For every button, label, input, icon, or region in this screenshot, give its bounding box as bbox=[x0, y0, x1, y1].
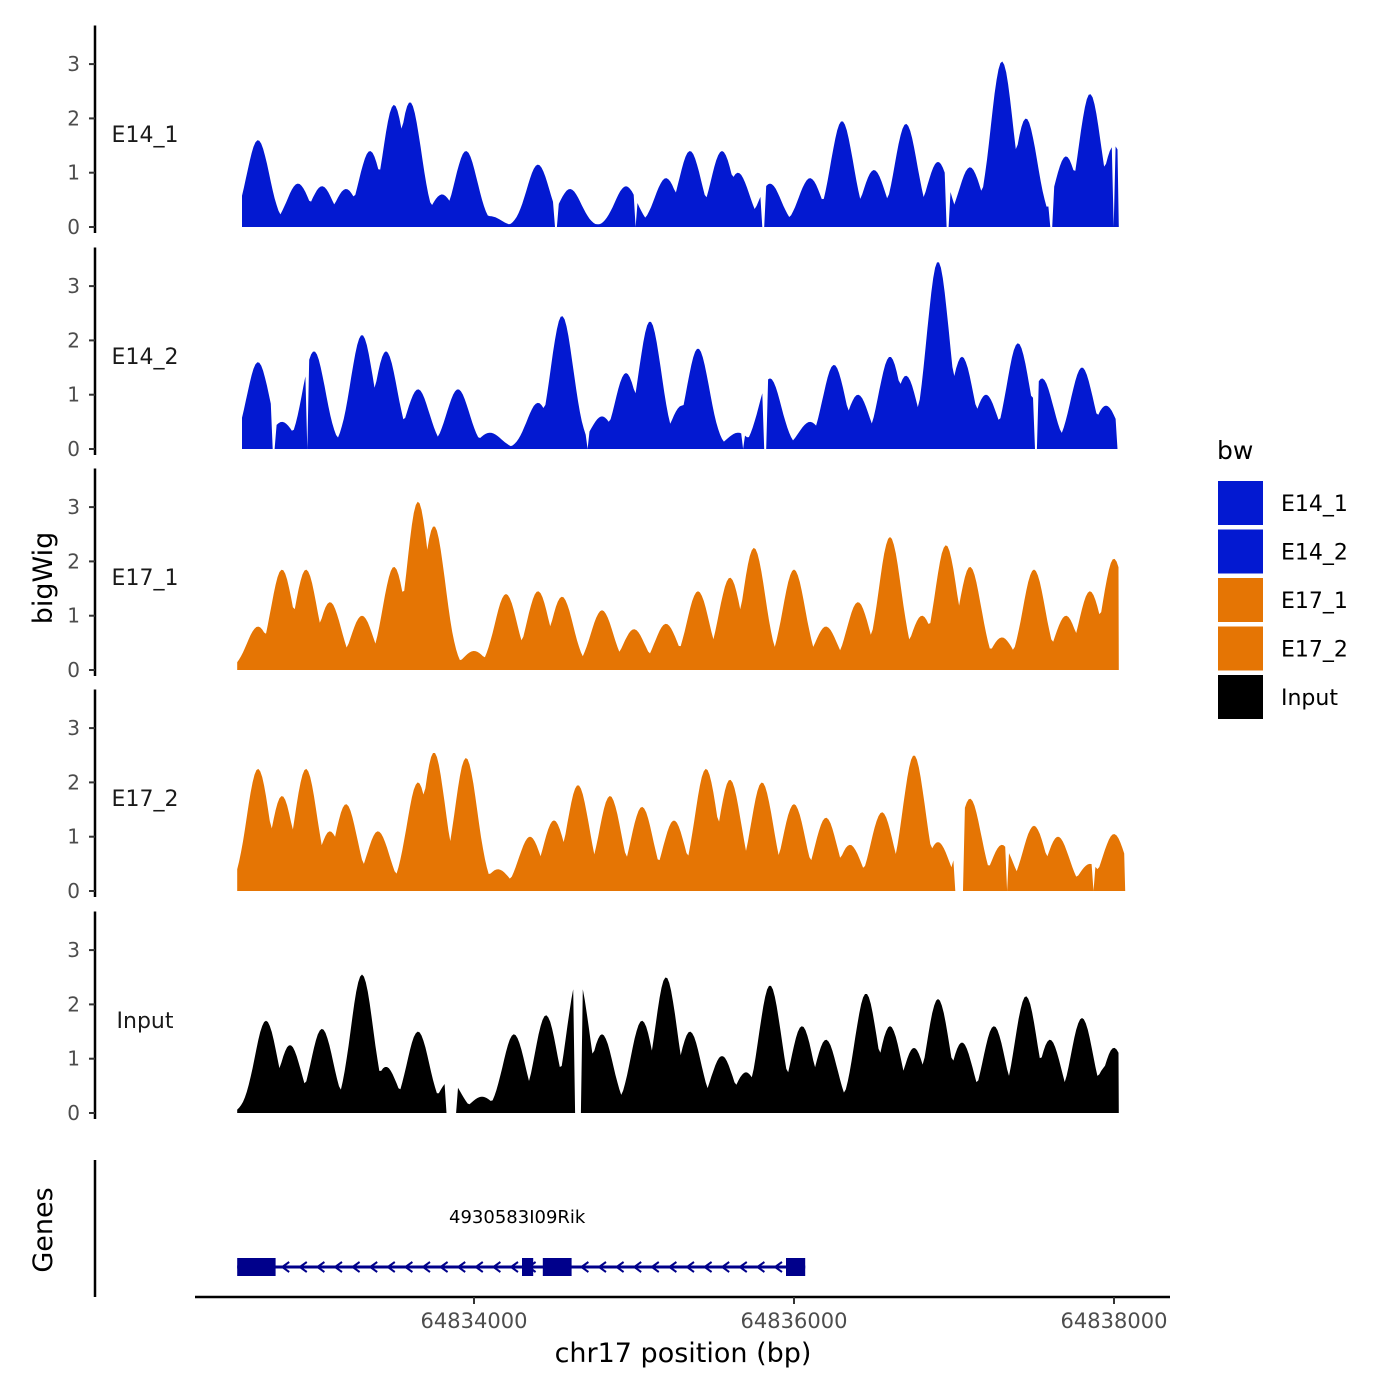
legend-swatch bbox=[1218, 626, 1263, 671]
strand-arrow bbox=[491, 1261, 501, 1273]
strand-arrow bbox=[368, 1261, 378, 1273]
strand-arrow bbox=[386, 1261, 396, 1273]
y-tick-label: 0 bbox=[67, 1101, 80, 1125]
strand-arrow bbox=[738, 1261, 748, 1273]
strand-arrow bbox=[773, 1261, 783, 1273]
y-tick-label: 3 bbox=[67, 52, 80, 76]
y-tick-label: 3 bbox=[67, 716, 80, 740]
tracks-area: 0 1 2 3 E14_1 0 1 2 3 E14_2 0 1 2 3 E17_1 0 1 2 3 E17_2 0 1 2 3… bbox=[67, 25, 1126, 1125]
legend-swatch bbox=[1218, 578, 1263, 622]
y-tick-label: 0 bbox=[67, 879, 80, 903]
signal-area-e14-1 bbox=[242, 61, 1119, 227]
y-tick-label: 2 bbox=[67, 770, 80, 794]
strand-arrow bbox=[403, 1261, 413, 1273]
signal-area-e17-2 bbox=[237, 753, 1126, 891]
track-label: E17_2 bbox=[112, 787, 179, 812]
y-tick-label: 3 bbox=[67, 495, 80, 519]
signal-area-e14-2 bbox=[242, 262, 1119, 449]
legend-swatch bbox=[1218, 675, 1263, 719]
track-label: Input bbox=[117, 1009, 174, 1034]
track-label: E17_1 bbox=[112, 566, 179, 591]
strand-arrow bbox=[755, 1261, 765, 1273]
gene-exon bbox=[542, 1258, 572, 1276]
gene-name-label: 4930583I09Rik bbox=[449, 1207, 586, 1228]
y-tick-label: 2 bbox=[67, 328, 80, 352]
track-e14-2: 0 1 2 3 E14_2 bbox=[67, 247, 1119, 461]
strand-arrow bbox=[650, 1261, 660, 1273]
y-axis-title: bigWig bbox=[28, 532, 59, 625]
strand-arrow bbox=[438, 1261, 449, 1273]
strand-arrow bbox=[509, 1261, 519, 1273]
x-tick-label: 64838000 bbox=[1061, 1309, 1168, 1333]
legend-swatch bbox=[1218, 529, 1263, 574]
x-tick-label: 64836000 bbox=[741, 1309, 848, 1333]
strand-arrow bbox=[667, 1261, 677, 1273]
y-tick-label: 2 bbox=[67, 992, 80, 1016]
y-tick-label: 0 bbox=[67, 215, 80, 239]
legend-label: Input bbox=[1281, 686, 1338, 711]
strand-arrow bbox=[333, 1261, 343, 1273]
y-tick-label: 2 bbox=[67, 106, 80, 130]
x-tick-label: 64834000 bbox=[421, 1309, 528, 1333]
strand-arrow bbox=[474, 1261, 484, 1273]
genes-axis-title: Genes bbox=[28, 1187, 59, 1272]
y-tick-label: 0 bbox=[67, 437, 80, 461]
legend-label: E14_1 bbox=[1281, 492, 1348, 517]
track-label: E14_2 bbox=[112, 345, 179, 370]
strand-arrow bbox=[421, 1261, 431, 1273]
track-e17-2: 0 1 2 3 E17_2 bbox=[67, 689, 1126, 903]
strand-arrow bbox=[597, 1261, 607, 1273]
legend-swatch bbox=[1218, 481, 1263, 525]
strand-arrow bbox=[579, 1261, 589, 1273]
strand-arrow bbox=[632, 1261, 642, 1273]
y-tick-label: 1 bbox=[67, 1047, 80, 1071]
legend-title: bw bbox=[1217, 436, 1253, 465]
track-input: 0 1 2 3 Input bbox=[67, 911, 1119, 1125]
legend-label: E14_2 bbox=[1281, 541, 1348, 566]
legend-label: E17_1 bbox=[1281, 589, 1348, 614]
legend-label: E17_2 bbox=[1281, 638, 1348, 663]
strand-arrow bbox=[315, 1261, 325, 1273]
gene-exon bbox=[237, 1258, 276, 1276]
genes-track: 4930583I09Rik bbox=[93, 1160, 806, 1297]
track-e14-1: 0 1 2 3 E14_1 bbox=[67, 25, 1119, 239]
y-tick-label: 1 bbox=[67, 161, 80, 185]
track-label: E14_1 bbox=[112, 123, 179, 148]
gene-exon bbox=[522, 1258, 534, 1276]
signal-area-e17-1 bbox=[237, 501, 1119, 670]
strand-arrow bbox=[720, 1261, 730, 1273]
y-tick-label: 3 bbox=[67, 938, 80, 962]
track-e17-1: 0 1 2 3 E17_1 bbox=[67, 468, 1119, 682]
x-axis: 64834000 64836000 64838000 bbox=[195, 1295, 1170, 1333]
gene-exon bbox=[786, 1258, 806, 1276]
strand-arrow bbox=[614, 1261, 625, 1273]
y-tick-label: 2 bbox=[67, 549, 80, 573]
strand-arrow bbox=[350, 1261, 361, 1273]
y-tick-label: 1 bbox=[67, 383, 80, 407]
x-axis-title: chr17 position (bp) bbox=[555, 1338, 812, 1369]
strand-arrow bbox=[685, 1261, 695, 1273]
strand-arrow bbox=[298, 1261, 308, 1273]
signal-area-input bbox=[237, 974, 1119, 1113]
y-tick-label: 1 bbox=[67, 825, 80, 849]
strand-arrow bbox=[456, 1261, 466, 1273]
legend: bw E14_1 E14_2 E17_1 E17_2 Input bbox=[1217, 436, 1348, 719]
y-tick-label: 0 bbox=[67, 658, 80, 682]
y-tick-label: 1 bbox=[67, 604, 80, 628]
y-tick-label: 3 bbox=[67, 274, 80, 298]
strand-arrow bbox=[280, 1261, 290, 1273]
strand-arrow bbox=[702, 1261, 713, 1273]
